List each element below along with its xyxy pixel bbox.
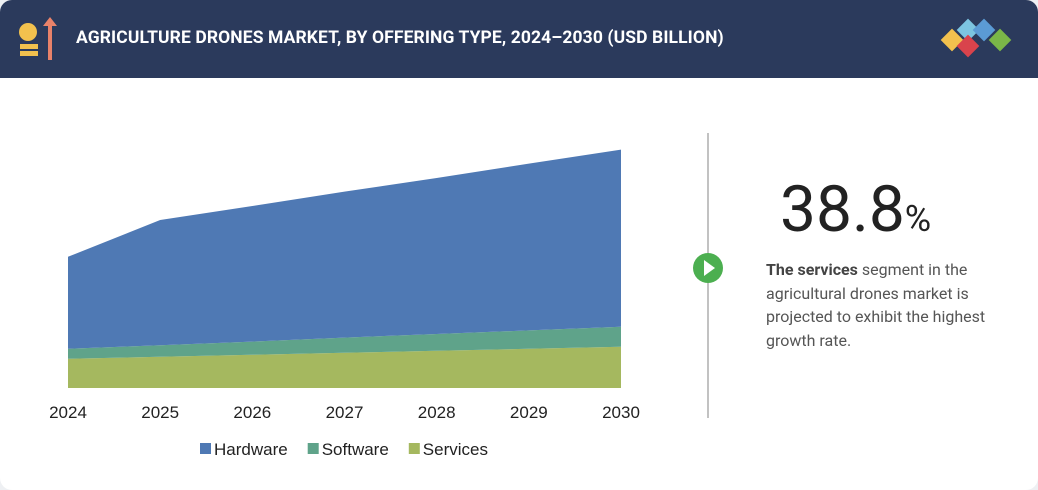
x-tick-label: 2024 (49, 403, 87, 422)
area (68, 346, 621, 388)
legend-swatch (408, 443, 420, 454)
x-tick-label: 2027 (326, 403, 364, 422)
x-tick-label: 2026 (233, 403, 271, 422)
x-tick-label: 2028 (418, 403, 456, 422)
logo (940, 18, 1012, 58)
stat-value: 38.8 (780, 172, 905, 247)
stat-unit: % (904, 198, 932, 240)
stat: 38.8% (780, 172, 931, 247)
header: AGRICULTURE DRONES MARKET, BY OFFERING T… (0, 0, 1038, 78)
description-text: segment in the agricultural drones marke… (766, 260, 986, 350)
arrow-glyph (704, 260, 715, 276)
legend-label: Hardware (214, 440, 288, 459)
description-bold: The services (766, 260, 858, 279)
legend-swatch (200, 443, 211, 454)
legend-label: Services (423, 440, 488, 459)
area (68, 149, 621, 349)
x-tick-label: 2025 (141, 403, 179, 422)
area (68, 326, 621, 359)
description: The services segment in the agricultural… (766, 258, 1006, 352)
icon (19, 17, 57, 60)
x-tick-label: 2029 (510, 403, 548, 422)
legend-swatch (307, 443, 319, 454)
legend-label: Software (322, 440, 389, 459)
header-title: AGRICULTURE DRONES MARKET, BY OFFERING T… (76, 28, 724, 48)
x-tick-label: 2030 (602, 403, 640, 422)
